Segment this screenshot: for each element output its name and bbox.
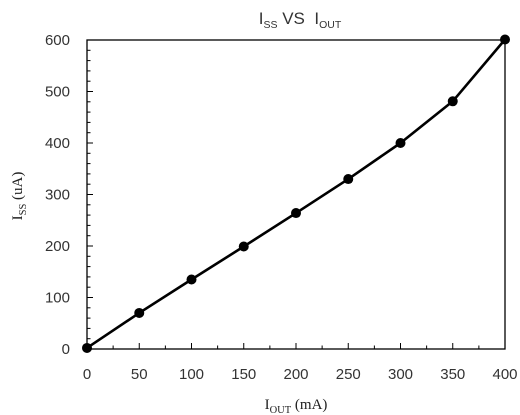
- data-point: [291, 208, 301, 219]
- y-tick-label: 500: [45, 84, 70, 101]
- y-tick-label: 300: [45, 187, 70, 204]
- x-tick-label: 150: [231, 366, 256, 383]
- data-point: [395, 138, 406, 148]
- data-point: [82, 342, 92, 353]
- y-axis-tick-labels: 0 100 200 300 400 500 600: [45, 32, 70, 358]
- x-tick-label: 50: [131, 366, 148, 383]
- y-tick-label: 600: [45, 32, 70, 49]
- x-tick-label: 0: [83, 366, 91, 383]
- axis-ticks: [86, 39, 506, 350]
- x-tick-label: 300: [388, 366, 413, 383]
- x-tick-label: 200: [283, 366, 308, 383]
- y-tick-label: 200: [45, 238, 70, 255]
- chart-title: ISS VS IOUT: [259, 9, 342, 31]
- x-tick-label: 100: [179, 366, 204, 383]
- data-point: [343, 174, 354, 185]
- x-axis-tick-labels: 0 50 100 150 200 250 300 350 400: [83, 366, 518, 383]
- x-tick-label: 350: [440, 366, 465, 383]
- y-axis-label: ISS (uA): [10, 172, 29, 221]
- data-point: [447, 96, 458, 107]
- plot-area: [86, 39, 506, 350]
- data-point: [186, 274, 197, 285]
- x-tick-label: 250: [336, 366, 361, 383]
- y-tick-label: 400: [45, 135, 70, 152]
- series-line: [85, 38, 507, 350]
- data-point: [500, 34, 510, 45]
- y-tick-label: 0: [62, 341, 70, 358]
- data-point: [134, 307, 145, 318]
- data-point: [238, 241, 249, 252]
- y-tick-label: 100: [45, 290, 70, 307]
- x-axis-label: IOUT (mA): [265, 397, 328, 415]
- x-tick-label: 400: [492, 366, 517, 383]
- series-layer: [82, 34, 510, 353]
